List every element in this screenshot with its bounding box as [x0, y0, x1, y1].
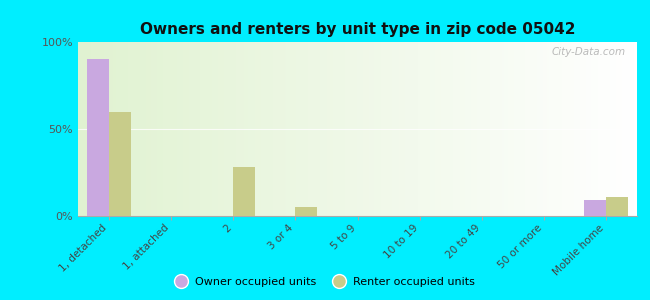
Title: Owners and renters by unit type in zip code 05042: Owners and renters by unit type in zip c… [140, 22, 575, 37]
Bar [233, 167, 255, 216]
Bar [295, 207, 317, 216]
Bar [109, 112, 131, 216]
Text: City-Data.com: City-Data.com [552, 47, 626, 57]
Bar [584, 200, 606, 216]
Bar [606, 197, 628, 216]
Legend: Owner occupied units, Renter occupied units: Owner occupied units, Renter occupied un… [171, 272, 479, 291]
Bar [87, 59, 109, 216]
